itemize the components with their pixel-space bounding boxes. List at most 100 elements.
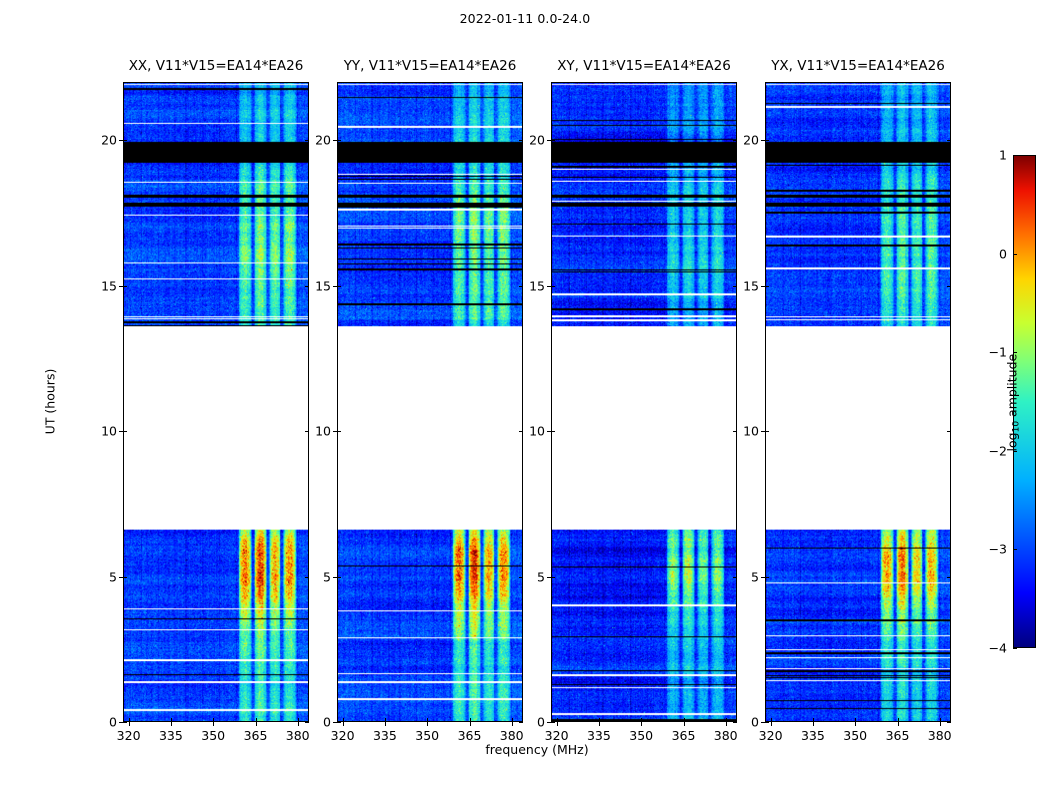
- xtick-mark-yx-350: [855, 722, 857, 726]
- ytick-mark-in-yy-0: [337, 722, 341, 723]
- xtick-mark-top-yy-320: [342, 718, 344, 722]
- ytick-mark-yy-20: [333, 140, 337, 142]
- ytick-mark-xy-10: [547, 431, 551, 433]
- ytick-mark-r-yy-10: [519, 431, 523, 433]
- ytick-mark-in-xx-15: [123, 285, 127, 287]
- ytick-mark-yx-0: [761, 722, 765, 723]
- xtick-mark-yy-320: [342, 722, 344, 726]
- ytick-label-xy-15: 15: [529, 278, 545, 294]
- spectrogram-image-xy: [552, 83, 736, 721]
- colorbar-label: log10 amplitude: [1004, 303, 1021, 503]
- ytick-mark-yx-5: [761, 576, 765, 578]
- xtick-mark-top-xx-320: [128, 718, 130, 722]
- colorbar-tick-label-1: 1: [999, 147, 1007, 163]
- ytick-mark-in-yx-5: [765, 576, 769, 578]
- ytick-mark-xy-20: [547, 140, 551, 142]
- ytick-mark-in-yx-15: [765, 285, 769, 287]
- xtick-mark-top-yx-380: [939, 718, 941, 722]
- ytick-mark-r-xy-10: [733, 431, 737, 433]
- figure-suptitle: 2022-01-11 0.0-24.0: [459, 11, 591, 26]
- ytick-label-xy-20: 20: [529, 132, 545, 148]
- xtick-mark-top-yy-335: [384, 718, 386, 722]
- xtick-label-yy-320: 320: [330, 728, 355, 743]
- ytick-mark-yy-10: [333, 431, 337, 433]
- colorbar-label-prefix: log: [1004, 432, 1020, 452]
- ytick-label-xx-15: 15: [101, 278, 117, 294]
- ytick-mark-r-xx-5: [305, 576, 309, 578]
- ytick-mark-in-xy-0: [551, 722, 555, 723]
- xtick-mark-xx-320: [128, 722, 130, 726]
- ytick-mark-r-xx-15: [305, 285, 309, 287]
- ytick-mark-in-xy-5: [551, 576, 555, 578]
- colorbar-tick-label--2: −2: [988, 443, 1007, 459]
- xtick-label-yx-335: 335: [800, 728, 825, 743]
- xtick-label-yx-365: 365: [885, 728, 910, 743]
- ytick-mark-r-yy-0: [519, 722, 523, 723]
- colorbar[interactable]: [1013, 155, 1036, 648]
- xtick-label-xx-320: 320: [116, 728, 141, 743]
- ytick-mark-in-xy-20: [551, 140, 555, 142]
- xtick-label-xx-380: 380: [285, 728, 310, 743]
- colorbar-tick-mark--3: [1013, 549, 1017, 551]
- xtick-mark-top-xx-365: [255, 718, 257, 722]
- xtick-mark-top-yx-335: [812, 718, 814, 722]
- xtick-mark-yy-365: [469, 722, 471, 726]
- xtick-mark-xy-365: [683, 722, 685, 726]
- colorbar-tick-mark-0: [1013, 253, 1017, 255]
- xtick-mark-xx-365: [255, 722, 257, 726]
- xtick-mark-yx-335: [812, 722, 814, 726]
- xtick-label-yx-320: 320: [758, 728, 783, 743]
- xtick-label-xx-365: 365: [243, 728, 268, 743]
- ytick-mark-in-xy-15: [551, 285, 555, 287]
- colorbar-tick-mark--4: [1013, 648, 1017, 649]
- ytick-label-yy-5: 5: [323, 569, 331, 584]
- ytick-mark-r-yx-15: [947, 285, 951, 287]
- xtick-mark-top-xy-380: [725, 718, 727, 722]
- xtick-mark-top-xx-380: [297, 718, 299, 722]
- ytick-mark-in-xx-5: [123, 576, 127, 578]
- ytick-mark-in-yx-20: [765, 140, 769, 142]
- xtick-label-xy-365: 365: [671, 728, 696, 743]
- ytick-mark-r-xx-10: [305, 431, 309, 433]
- ytick-mark-r-xy-0: [733, 722, 737, 723]
- ytick-label-xx-0: 0: [109, 714, 117, 730]
- panel-title-yy: YY, V11*V15=EA14*EA26: [343, 58, 517, 74]
- xtick-label-xx-335: 335: [158, 728, 183, 743]
- colorbar-label-subscript: 10: [1011, 420, 1022, 433]
- xtick-mark-xy-335: [598, 722, 600, 726]
- ytick-mark-r-xy-20: [733, 140, 737, 142]
- xtick-label-xy-320: 320: [544, 728, 569, 743]
- spectrum-panel-yy[interactable]: [337, 82, 523, 722]
- spectrum-panel-xy[interactable]: [551, 82, 737, 722]
- ytick-mark-xy-5: [547, 576, 551, 578]
- spectrum-panel-xx[interactable]: [123, 82, 309, 722]
- ytick-mark-r-yx-5: [947, 576, 951, 578]
- xtick-label-yy-365: 365: [457, 728, 482, 743]
- spectrogram-image-xx: [124, 83, 308, 721]
- xtick-mark-top-xy-335: [598, 718, 600, 722]
- ytick-mark-r-yy-5: [519, 576, 523, 578]
- panel-title-xy: XY, V11*V15=EA14*EA26: [557, 58, 731, 74]
- ytick-mark-in-xx-20: [123, 140, 127, 142]
- ytick-mark-xx-10: [119, 431, 123, 433]
- ytick-label-yy-20: 20: [315, 132, 331, 148]
- ytick-mark-xx-5: [119, 576, 123, 578]
- xtick-mark-top-yy-365: [469, 718, 471, 722]
- ytick-mark-yy-5: [333, 576, 337, 578]
- xtick-mark-top-yy-350: [427, 718, 429, 722]
- xtick-label-xy-380: 380: [713, 728, 738, 743]
- ytick-label-xy-10: 10: [529, 423, 545, 439]
- ytick-mark-yx-10: [761, 431, 765, 433]
- ytick-mark-in-xx-10: [123, 431, 127, 433]
- xtick-label-xy-350: 350: [629, 728, 654, 743]
- xtick-mark-top-yx-350: [855, 718, 857, 722]
- ytick-mark-in-xx-0: [123, 722, 127, 723]
- spectrum-panel-yx[interactable]: [765, 82, 951, 722]
- ytick-mark-r-xy-15: [733, 285, 737, 287]
- ytick-mark-yx-20: [761, 140, 765, 142]
- ytick-mark-xx-20: [119, 140, 123, 142]
- spectrogram-image-yx: [766, 83, 950, 721]
- colorbar-tick-label--4: −4: [988, 640, 1007, 656]
- xtick-mark-yx-365: [897, 722, 899, 726]
- ytick-mark-in-xy-10: [551, 431, 555, 433]
